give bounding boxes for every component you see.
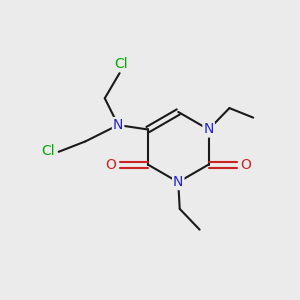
Text: O: O: [105, 158, 116, 172]
Text: N: N: [173, 175, 183, 189]
Text: O: O: [240, 158, 251, 172]
Text: N: N: [113, 118, 123, 132]
Text: N: N: [203, 122, 214, 136]
Text: Cl: Cl: [41, 144, 55, 158]
Text: Cl: Cl: [114, 57, 128, 71]
